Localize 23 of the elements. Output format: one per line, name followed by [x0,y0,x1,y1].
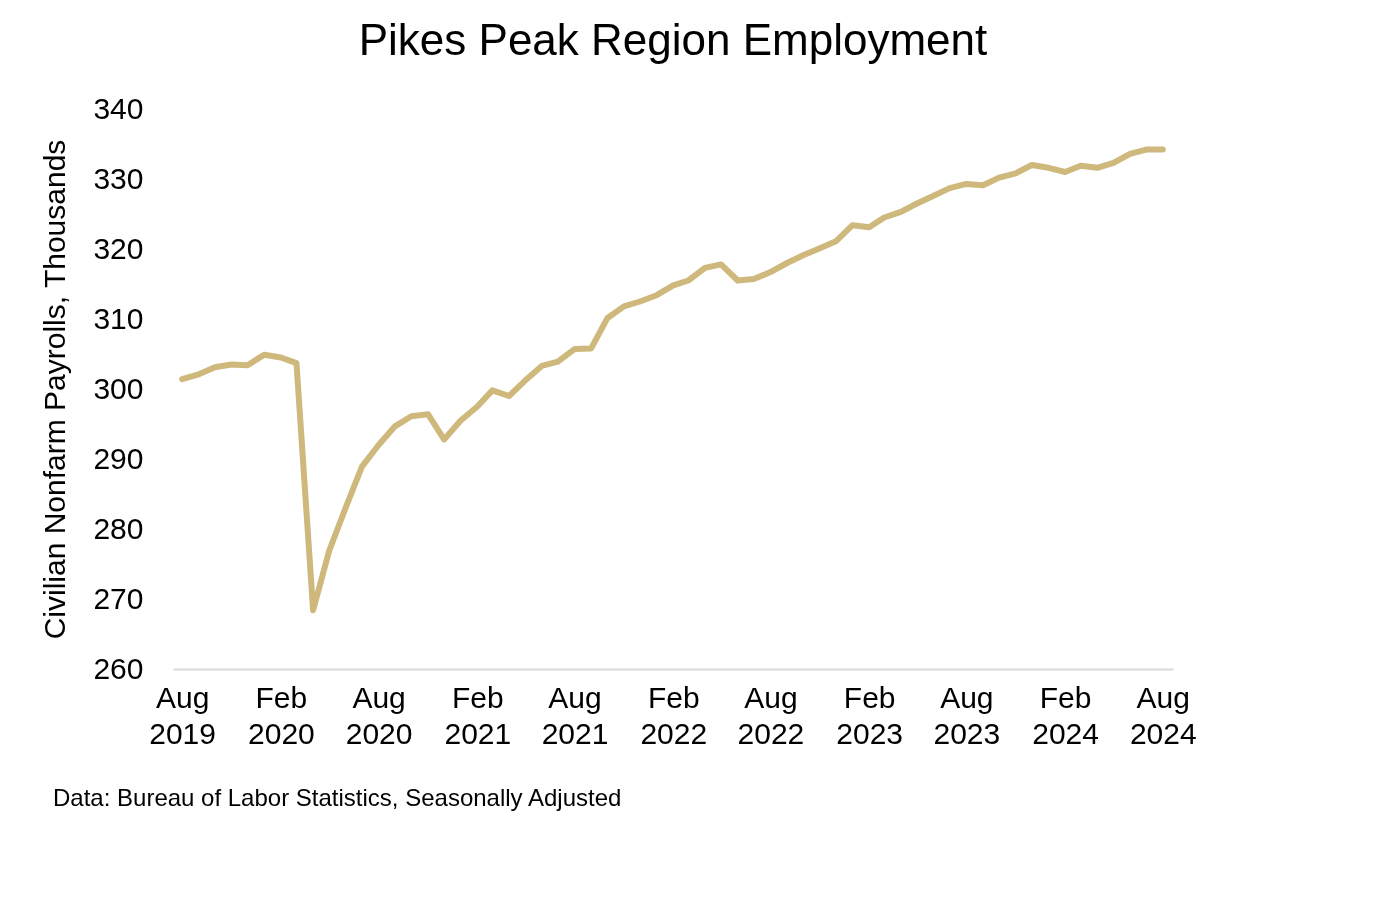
x-tick-label: Aug 2020 [345,680,413,750]
x-tick-label: Feb 2021 [444,680,512,750]
y-tick-label: 330 [93,161,144,195]
y-tick-label: 300 [93,371,144,405]
x-tick-label: Aug 2019 [149,680,216,750]
y-tick-label: 310 [93,301,144,335]
x-tick-label: Feb 2020 [248,680,315,750]
y-tick-label: 270 [93,581,144,615]
chart-title: Pikes Peak Region Employment [358,15,988,64]
y-tick-label: 260 [93,651,144,685]
y-tick-label: 290 [93,441,144,475]
x-tick-label: Feb 2023 [836,680,904,750]
x-tick-label: Aug 2023 [933,680,1001,750]
y-tick-label: 340 [93,91,144,125]
y-tick-label: 280 [93,511,144,545]
x-tick-label: Feb 2022 [640,680,708,750]
x-tick-label: Aug 2024 [1129,680,1197,750]
x-tick-label: Feb 2024 [1032,680,1099,750]
y-tick-label: 320 [93,231,144,265]
y-axis-title: Civilian Nonfarm Payrolls, Thousands [38,139,72,640]
text: Data: Bureau of Labor Statistics, Seasonally Adjusted [53,784,622,811]
x-tick-label: Aug 2022 [737,680,805,750]
x-tick-label: Aug 2021 [541,680,609,750]
